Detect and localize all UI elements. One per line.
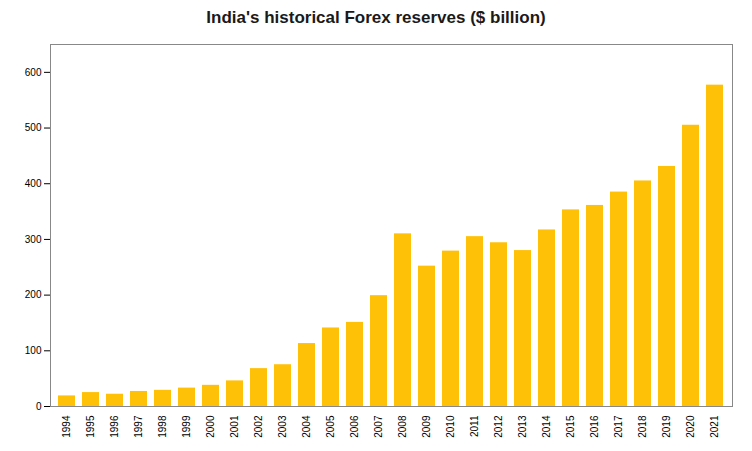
svg-text:2014: 2014	[541, 415, 552, 438]
svg-text:2008: 2008	[397, 415, 408, 438]
svg-text:2019: 2019	[661, 415, 672, 438]
svg-text:1997: 1997	[133, 415, 144, 438]
svg-text:2016: 2016	[589, 415, 600, 438]
svg-text:2006: 2006	[349, 415, 360, 438]
svg-text:1998: 1998	[157, 415, 168, 438]
svg-text:2005: 2005	[325, 415, 336, 438]
svg-text:2004: 2004	[301, 415, 312, 438]
svg-text:2018: 2018	[637, 415, 648, 438]
svg-text:2002: 2002	[253, 415, 264, 438]
svg-text:2003: 2003	[277, 415, 288, 438]
svg-text:500: 500	[25, 122, 42, 133]
svg-text:2017: 2017	[613, 415, 624, 438]
svg-text:2000: 2000	[205, 415, 216, 438]
svg-text:100: 100	[25, 345, 42, 356]
svg-text:0: 0	[36, 401, 42, 412]
svg-text:2010: 2010	[445, 415, 456, 438]
svg-text:600: 600	[25, 67, 42, 78]
svg-text:1999: 1999	[181, 415, 192, 438]
svg-text:1995: 1995	[85, 415, 96, 438]
svg-text:2013: 2013	[517, 415, 528, 438]
svg-text:2009: 2009	[421, 415, 432, 438]
svg-text:2020: 2020	[685, 415, 696, 438]
svg-text:2001: 2001	[229, 415, 240, 438]
svg-text:200: 200	[25, 289, 42, 300]
svg-text:1996: 1996	[109, 415, 120, 438]
svg-text:2007: 2007	[373, 415, 384, 438]
svg-text:2015: 2015	[565, 415, 576, 438]
svg-text:1994: 1994	[61, 415, 72, 438]
svg-text:400: 400	[25, 178, 42, 189]
svg-text:2012: 2012	[493, 415, 504, 438]
svg-text:2021: 2021	[709, 415, 720, 438]
svg-text:2011: 2011	[469, 415, 480, 437]
html-text:India's historical Forex reser: India's historical Forex reserves ($ bil…	[206, 8, 546, 27]
svg-text:300: 300	[25, 234, 42, 245]
